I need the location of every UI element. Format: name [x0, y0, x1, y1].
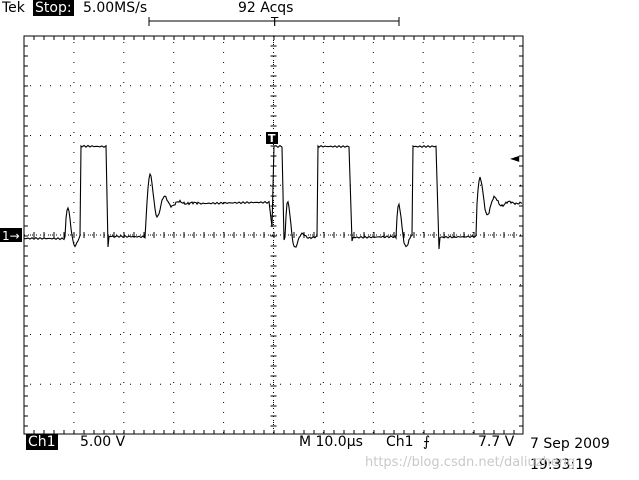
ch1-ground-marker [0, 228, 22, 242]
graticule-center-axes [23, 35, 523, 434]
run-state-badge: Stop: [33, 0, 74, 16]
timebase-readout: M 10.0µs [299, 434, 363, 450]
date-readout: 7 Sep 2009 [530, 436, 610, 452]
trigger-level-arrow-icon: ◄ [510, 151, 520, 165]
record-trigger-marker: T [270, 15, 279, 29]
acquisition-count: 92 Acqs [238, 0, 294, 16]
graticule-grid [30, 42, 521, 433]
trigger-source-readout: Ch1 [386, 434, 414, 450]
trigger-level-readout: 7.7 V [478, 434, 515, 450]
ch1-ground-marker-label: 1→ [2, 229, 20, 243]
channel-badge: Ch1 [26, 434, 58, 450]
rising-edge-icon: ⨍ [423, 434, 431, 450]
watermark-text: https://blog.csdn.net/daliuzheng [365, 455, 576, 470]
trigger-position-flag-label: T [268, 132, 276, 145]
sample-rate-readout: 5.00MS/s [83, 0, 148, 16]
ch1-waveform-trace [23, 144, 523, 250]
time-readout: 19:33:19 [530, 457, 593, 473]
volts-per-div-readout: 5.00 V [80, 434, 126, 450]
trigger-position-flag [266, 132, 278, 144]
record-position-bar [148, 17, 400, 26]
brand-label: Tek [2, 0, 25, 16]
